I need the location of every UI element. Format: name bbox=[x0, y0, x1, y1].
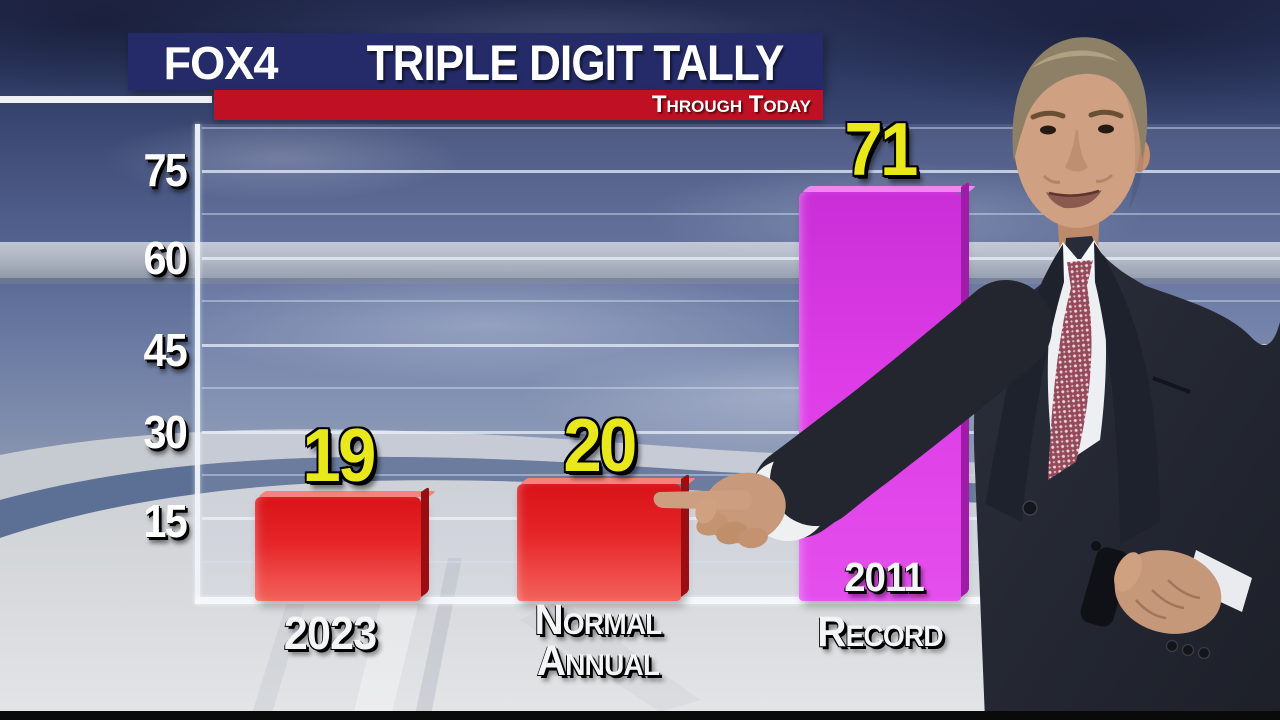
value-label-normal-annual: 20 bbox=[563, 403, 637, 487]
set-swoosh-blue bbox=[0, 456, 1280, 538]
bar-normal-annual bbox=[517, 473, 697, 601]
onbar-label-2011: 2011 bbox=[844, 554, 925, 600]
cuff-buttons bbox=[1165, 639, 1211, 660]
eyebrow-right bbox=[1088, 109, 1124, 119]
pocket-welt bbox=[1152, 376, 1191, 394]
category-label-normal-line2: Annual bbox=[536, 637, 660, 685]
cheek-lines bbox=[1042, 173, 1114, 184]
left-hand bbox=[1114, 550, 1222, 634]
y-tick-15: 15 bbox=[143, 495, 188, 547]
category-label-normal: Normal Annual bbox=[513, 596, 682, 685]
bar-2023 bbox=[255, 486, 437, 601]
header-accent-line bbox=[0, 96, 212, 103]
tie-knot bbox=[1067, 260, 1093, 288]
eye-left bbox=[1040, 125, 1056, 135]
chart-title: TRIPLE DIGIT TALLY bbox=[366, 35, 785, 91]
y-axis-line bbox=[195, 124, 200, 604]
gridline bbox=[202, 387, 1280, 389]
subtitle-stripe: Through Today bbox=[214, 90, 823, 120]
y-tick-30: 30 bbox=[143, 406, 188, 458]
gridline bbox=[202, 431, 1280, 434]
tie bbox=[1048, 286, 1092, 480]
value-label-2023: 19 bbox=[302, 413, 376, 497]
mouth-line bbox=[1048, 189, 1100, 197]
presenter-face bbox=[1014, 56, 1140, 228]
letterbox-bottom-bar bbox=[0, 711, 1280, 720]
left-thumb bbox=[1114, 552, 1142, 592]
studio-shelf-shadow bbox=[0, 278, 1280, 284]
category-label-record: Record bbox=[817, 608, 943, 656]
lapel-right bbox=[1094, 242, 1160, 544]
eyebrow-left bbox=[1030, 110, 1066, 120]
value-label-record: 71 bbox=[844, 107, 918, 191]
presenter-sleeve bbox=[770, 280, 1052, 526]
gridline bbox=[202, 127, 1280, 129]
hand-thumb bbox=[695, 496, 717, 524]
y-tick-60: 60 bbox=[143, 232, 188, 284]
fox4-logo: FOX4 bbox=[163, 37, 279, 89]
nose bbox=[1065, 130, 1088, 172]
presenter-hair bbox=[1012, 37, 1148, 162]
gridline bbox=[202, 344, 1280, 347]
category-label-2023: 2023 bbox=[283, 607, 377, 659]
y-tick-75: 75 bbox=[143, 144, 188, 196]
gridline bbox=[202, 561, 1280, 563]
y-tick-45: 45 bbox=[143, 324, 188, 376]
chart-subtitle: Through Today bbox=[651, 91, 811, 118]
gridline bbox=[202, 300, 1280, 302]
gridline bbox=[202, 213, 1280, 215]
hair-highlight bbox=[1032, 50, 1118, 68]
jacket-button bbox=[1022, 500, 1038, 516]
title-banner bbox=[128, 33, 823, 90]
category-label-normal-line1: Normal bbox=[534, 596, 663, 644]
gridline bbox=[202, 257, 1280, 260]
finger-lines bbox=[1135, 579, 1201, 620]
gridline bbox=[202, 170, 1280, 173]
eye-right bbox=[1098, 124, 1114, 134]
clicker-button bbox=[1091, 541, 1101, 551]
hand-finger4 bbox=[738, 527, 768, 549]
